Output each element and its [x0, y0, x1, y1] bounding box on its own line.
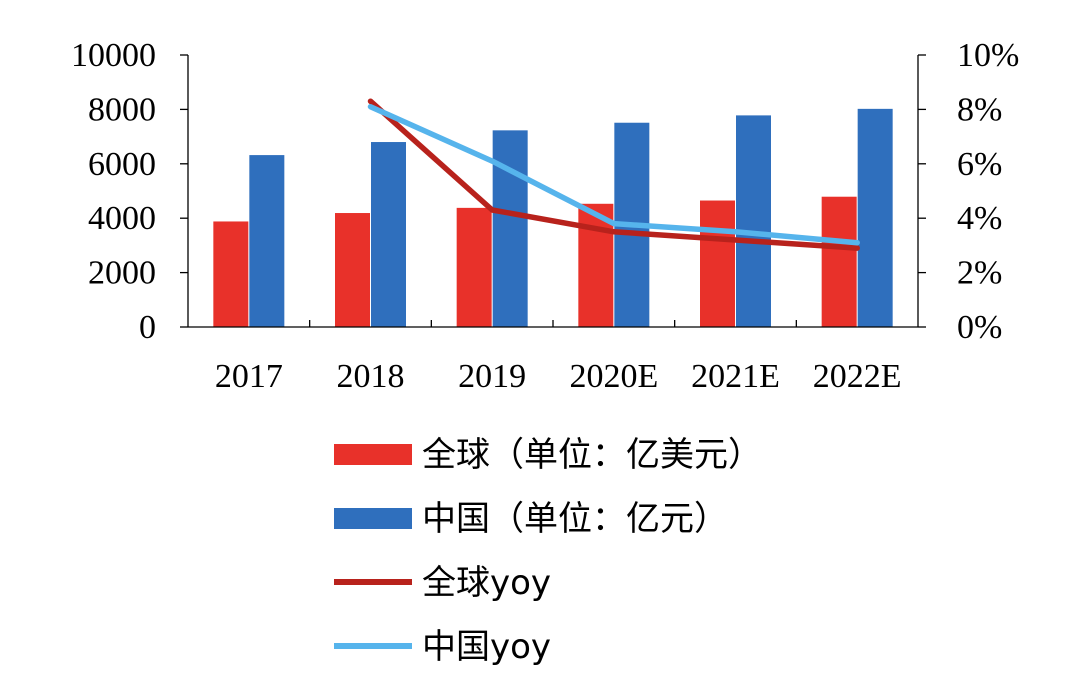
legend-china-yoy-label: 中国yoy — [422, 627, 551, 667]
x-tick-label: 2018 — [337, 358, 405, 395]
right-tick-label: 2% — [957, 255, 1002, 292]
left-tick-label: 8000 — [88, 91, 156, 128]
bar-global-2021E — [700, 200, 735, 327]
bar-china-2021E — [736, 115, 771, 327]
axes-layer: 0 2000 4000 6000 8000 10000 0% 2% 4% 6% 8% 10% 2017 2… — [71, 37, 1019, 395]
x-tick-label: 2021E — [691, 358, 780, 395]
bar-china-2018 — [371, 142, 406, 327]
bar-global-2018 — [335, 213, 370, 327]
bars-layer — [213, 108, 893, 327]
lines-layer — [367, 98, 860, 251]
legend-global-amount-swatch — [334, 444, 412, 465]
bar-china-2017 — [249, 155, 285, 327]
x-tick-label: 2017 — [215, 358, 283, 395]
line-china-yoy — [367, 103, 860, 246]
legend-china-amount-swatch — [334, 508, 412, 529]
bar-global-2019 — [456, 207, 492, 327]
left-tick-label: 0 — [139, 309, 156, 346]
right-tick-label: 6% — [957, 146, 1002, 183]
left-tick-label: 10000 — [71, 37, 156, 74]
left-tick-label: 4000 — [88, 200, 156, 237]
x-tick-label: 2019 — [458, 358, 526, 395]
right-tick-label: 0% — [957, 309, 1002, 346]
legend-global-amount-label: 全球（单位：亿美元） — [422, 435, 762, 475]
bar-china-2022E — [857, 108, 893, 327]
x-tick-label: 2022E — [813, 358, 902, 395]
bar-global-2017 — [213, 221, 249, 327]
bar-china-2019 — [492, 130, 528, 327]
left-tick-label: 2000 — [88, 255, 156, 292]
x-tick-label: 2020E — [569, 358, 658, 395]
legend-global-yoy-label: 全球yoy — [422, 563, 551, 603]
left-tick-label: 6000 — [88, 146, 156, 183]
bar-global-2022E — [821, 196, 857, 327]
legend: 全球（单位：亿美元） 中国（单位：亿元） 全球yoy 中国yoy — [334, 435, 762, 667]
right-tick-label: 4% — [957, 200, 1002, 237]
right-tick-label: 10% — [957, 37, 1019, 74]
legend-china-amount-label: 中国（单位：亿元） — [422, 499, 728, 539]
line-global-yoy — [367, 98, 860, 251]
right-tick-label: 8% — [957, 91, 1002, 128]
